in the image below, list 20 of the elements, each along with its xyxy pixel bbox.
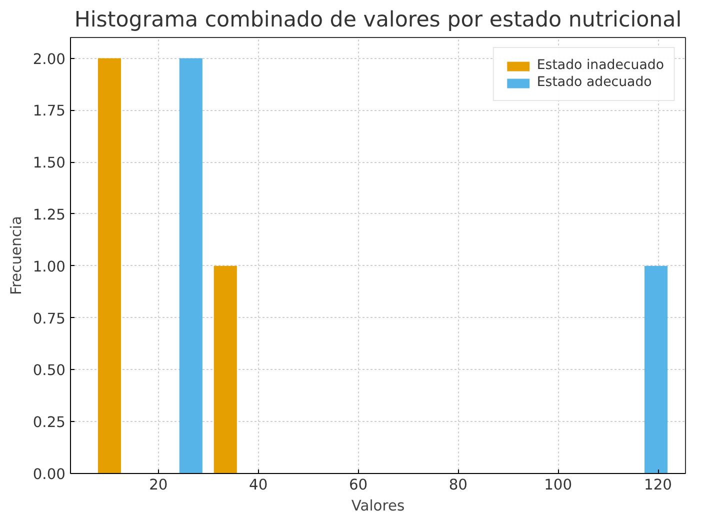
y-tick-label: 1.25 [32,206,66,224]
x-tick-label: 40 [249,476,268,494]
chart-title: Histograma combinado de valores por estado nutricional [74,8,682,32]
y-tick-label: 1.50 [32,154,66,172]
x-tick-label: 120 [644,476,672,494]
y-tick-label: 1.75 [32,102,66,120]
legend-label: Estado adecuado [536,75,652,90]
y-tick-label: 0.75 [32,310,66,328]
y-tick-label: 0.25 [32,414,66,432]
x-tick-label: 60 [348,476,368,494]
x-tick-label: 20 [149,476,168,494]
y-tick-label: 2.00 [32,50,66,68]
x-axis-title: Valores [351,498,405,514]
x-tick-label: 80 [448,476,468,494]
y-tick-label: 1.00 [32,258,66,276]
x-tick-label: 100 [544,476,572,494]
legend-label: Estado inadecuado [536,58,664,73]
y-tick-label: 0.00 [32,466,66,483]
y-tick-label: 0.50 [32,362,66,380]
y-axis-title: Frecuencia [8,216,25,295]
